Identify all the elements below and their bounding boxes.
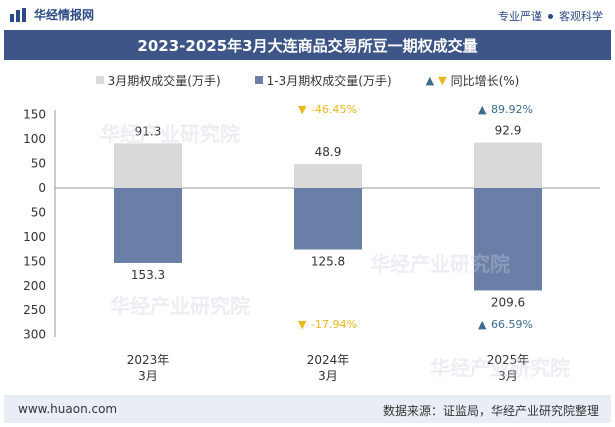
bar-series2: [114, 188, 182, 263]
dot-icon: [548, 13, 553, 19]
triangle-down-icon: ▼: [298, 318, 307, 331]
growth-label-cumulative: -17.94%: [311, 318, 357, 331]
legend-item-series2[interactable]: 1-3月期权成交量(万手): [254, 70, 392, 90]
triangle-up-icon: ▲: [425, 73, 435, 87]
bar-series1: [114, 143, 182, 188]
legend-label-series2: 1-3月期权成交量(万手): [266, 73, 392, 88]
growth-label-3month: -46.45%: [311, 103, 357, 116]
footer: www.huaon.com 数据来源：证监局，华经产业研究院整理: [4, 395, 611, 423]
x-tick-label: 3月: [318, 369, 338, 383]
watermark: 华经产业研究院: [370, 252, 510, 276]
legend: 3月期权成交量(万手) 1-3月期权成交量(万手) ▲ ▼ 同比增长(%): [0, 70, 615, 90]
x-tick-label: 2023年: [127, 353, 170, 367]
growth-label-3month: 89.92%: [491, 103, 533, 116]
triangle-down-icon: ▼: [438, 73, 447, 87]
swatch-gray: [95, 76, 104, 84]
footer-website[interactable]: www.huaon.com: [18, 402, 118, 416]
x-tick-label: 3月: [138, 369, 158, 383]
data-label-series2: 125.8: [311, 255, 345, 269]
tag-2: 客观科学: [559, 10, 603, 23]
y-tick-label: 150: [23, 108, 46, 122]
x-tick-label: 2025年: [487, 353, 530, 367]
chart-area: 150 100 50 0 50 100 150 200 250 300 91.3 153.3 2023年…: [23, 103, 600, 383]
y-tick-label: 50: [31, 205, 46, 219]
data-label-series2: 153.3: [131, 268, 165, 282]
y-tick-label: 250: [23, 303, 46, 317]
bar-series1: [474, 142, 542, 188]
footer-source: 数据来源：证监局，华经产业研究院整理: [382, 404, 599, 418]
data-label-series1: 92.9: [495, 124, 522, 138]
chart-title: 2023-2025年3月大连商品交易所豆一期权成交量: [4, 30, 611, 60]
header-tags: 专业严谨 客观科学: [498, 8, 603, 24]
y-tick-label: 150: [23, 254, 46, 268]
growth-label-cumulative: 66.59%: [491, 318, 533, 331]
y-tick-label: 100: [23, 132, 46, 146]
legend-label-growth: 同比增长(%): [450, 73, 520, 88]
tag-1: 专业严谨: [498, 10, 542, 23]
legend-item-series1[interactable]: 3月期权成交量(万手): [95, 70, 221, 90]
brand[interactable]: 华经情报网: [10, 6, 94, 23]
brand-name: 华经情报网: [34, 8, 95, 22]
watermark: 华经产业研究院: [110, 294, 250, 318]
data-label-series2: 209.6: [491, 295, 525, 309]
data-label-series1: 48.9: [315, 145, 342, 159]
y-tick-label: 300: [23, 328, 46, 342]
swatch-blue: [254, 76, 263, 84]
data-label-series1: 91.3: [135, 124, 162, 138]
top-bar: 华经情报网 专业严谨 客观科学: [0, 0, 615, 30]
x-tick-label: 3月: [498, 369, 518, 383]
triangle-up-icon: ▲: [478, 318, 487, 331]
bar-logo-icon: [10, 7, 26, 22]
y-tick-label: 50: [31, 157, 46, 171]
triangle-up-icon: ▲: [478, 103, 487, 116]
bar-series1: [294, 164, 362, 188]
y-tick-label: 100: [23, 230, 46, 244]
bar-series2: [294, 188, 362, 250]
legend-item-growth[interactable]: ▲ ▼ 同比增长(%): [426, 70, 520, 90]
y-tick-label: 200: [23, 279, 46, 293]
bar-series2: [474, 188, 542, 291]
watermark: 华经产业研究院: [430, 356, 570, 380]
x-tick-label: 2024年: [307, 353, 350, 367]
triangle-down-icon: ▼: [298, 103, 307, 116]
legend-label-series1: 3月期权成交量(万手): [107, 73, 221, 88]
watermark: 华经产业研究院: [100, 122, 240, 146]
y-tick-label: 0: [38, 181, 46, 195]
